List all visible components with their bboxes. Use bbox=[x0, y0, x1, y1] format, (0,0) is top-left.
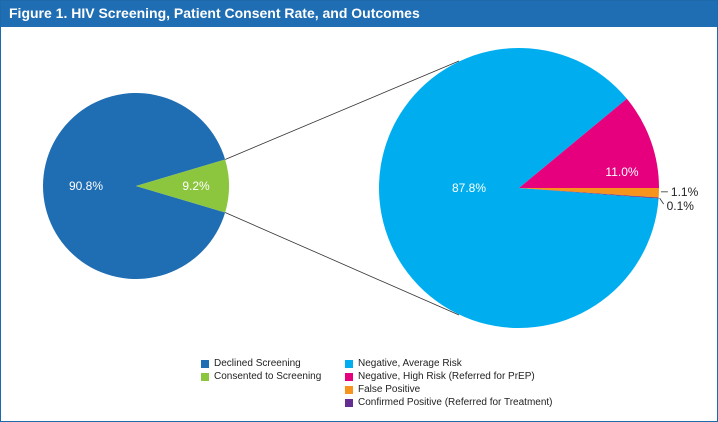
legend-label: Negative, High Risk (Referred for PrEP) bbox=[358, 371, 535, 382]
legend-label: False Positive bbox=[358, 384, 421, 395]
data-label-consented-to-screening: 9.2% bbox=[182, 179, 210, 193]
legend-label: Consented to Screening bbox=[214, 371, 322, 382]
legend-item-confirmed-positive: Confirmed Positive (Referred for Treatme… bbox=[345, 396, 553, 409]
data-label-declined-screening: 90.8% bbox=[69, 179, 103, 193]
slice-labels: 90.8% 9.2% 87.8% 11.0% 1.1%0.1% bbox=[69, 165, 699, 213]
legend-item-negative-average: Negative, Average Risk bbox=[345, 357, 553, 370]
legend-swatch bbox=[345, 359, 353, 368]
legend-item-consented: Consented to Screening bbox=[201, 370, 321, 383]
legend-item-declined: Declined Screening bbox=[201, 357, 321, 370]
legend-label: Confirmed Positive (Referred for Treatme… bbox=[358, 397, 553, 408]
legend-swatch bbox=[345, 372, 353, 381]
data-label-false-positive: 1.1% bbox=[671, 185, 699, 199]
legend-overview: Declined Screening Consented to Screenin… bbox=[201, 357, 321, 383]
leader-line-confirmed-positive bbox=[659, 197, 664, 205]
data-label-negative-high-risk-referred-for-prep: 11.0% bbox=[605, 165, 638, 179]
legend-swatch bbox=[201, 372, 209, 381]
legend-swatch bbox=[345, 398, 353, 407]
legend-outcomes: Negative, Average Risk Negative, High Ri… bbox=[345, 357, 553, 409]
slice-confirmed-positive-referred-for-treatment bbox=[519, 188, 659, 199]
overview-pie bbox=[42, 93, 229, 280]
legend-label: Declined Screening bbox=[214, 358, 301, 369]
connector-line-top bbox=[224, 60, 460, 160]
slice-false-positive bbox=[519, 188, 660, 198]
legend-item-false-positive: False Positive bbox=[345, 383, 553, 396]
title-bar: Figure 1. HIV Screening, Patient Consent… bbox=[1, 1, 717, 27]
slice-consented-to-screening bbox=[136, 159, 229, 213]
legend-swatch bbox=[345, 385, 353, 394]
legend-swatch bbox=[201, 359, 209, 368]
connector-line-bottom bbox=[224, 212, 460, 316]
slice-negative-high-risk-referred-for-prep bbox=[519, 98, 659, 188]
data-label-confirmed-positive-referred-for-treatment: 0.1% bbox=[667, 199, 695, 213]
connector-lines bbox=[224, 60, 668, 316]
data-label-negative-average-risk: 87.8% bbox=[452, 181, 486, 195]
slice-declined-screening bbox=[42, 93, 226, 280]
legend-label: Negative, Average Risk bbox=[358, 358, 462, 369]
legend-item-negative-high: Negative, High Risk (Referred for PrEP) bbox=[345, 370, 553, 383]
outcome-pie bbox=[378, 47, 660, 328]
figure-title: Figure 1. HIV Screening, Patient Consent… bbox=[9, 5, 420, 21]
slice-negative-average-risk bbox=[378, 47, 659, 328]
